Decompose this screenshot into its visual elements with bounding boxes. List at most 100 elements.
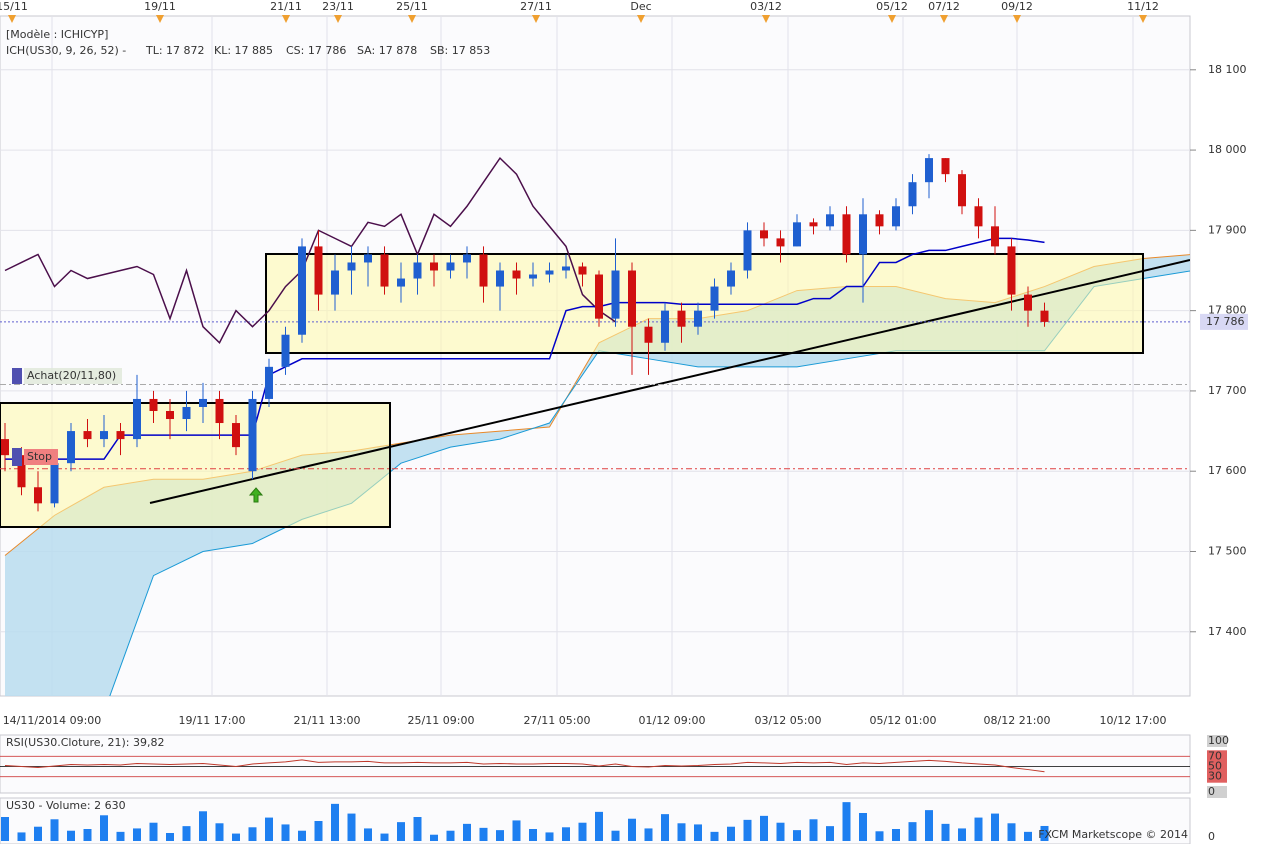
- volume-bar: [380, 833, 389, 841]
- volume-tick-label: 0: [1208, 830, 1215, 843]
- volume-bar: [100, 815, 108, 841]
- rsi-tick-bg: [1207, 750, 1227, 763]
- candle-body: [743, 230, 752, 271]
- date-marker: [532, 15, 540, 23]
- top-date-label: 07/12: [928, 0, 960, 13]
- volume-bar: [479, 827, 488, 841]
- candle-body: [1040, 310, 1049, 322]
- date-marker: [156, 15, 164, 23]
- volume-bar: [17, 832, 26, 841]
- candle-body: [760, 230, 768, 239]
- candle-body: [644, 326, 653, 343]
- date-marker: [334, 15, 342, 23]
- volume-bar: [463, 823, 471, 841]
- volume-bar: [1024, 831, 1032, 841]
- candle-body: [215, 398, 224, 424]
- candle-body: [17, 455, 26, 488]
- volume-bar: [248, 827, 257, 841]
- candle-body: [826, 214, 834, 227]
- candle-body: [628, 270, 636, 327]
- volume-bar: [347, 813, 356, 841]
- volume-bar: [809, 819, 818, 841]
- rsi-tick-label: 70: [1208, 749, 1222, 762]
- candle-body: [562, 266, 570, 271]
- volume-bar: [529, 829, 537, 841]
- x-tick-label: 21/11 13:00: [294, 714, 361, 727]
- candle-body: [578, 266, 587, 275]
- candle-body: [298, 246, 306, 335]
- x-tick-label: 05/12 01:00: [870, 714, 937, 727]
- date-marker: [282, 15, 290, 23]
- last-price-label: 17 786: [1206, 315, 1245, 328]
- candle-body: [149, 398, 158, 411]
- top-date-label: 05/12: [876, 0, 908, 13]
- volume-bar: [83, 829, 92, 841]
- volume-bar: [760, 815, 768, 841]
- volume-bar: [133, 828, 141, 841]
- rsi-tick-label: 0: [1208, 785, 1215, 798]
- volume-bar: [842, 802, 851, 841]
- x-tick-label: 03/12 05:00: [755, 714, 822, 727]
- candle-body: [83, 431, 92, 440]
- volume-bar: [512, 820, 521, 841]
- candle-body: [265, 366, 273, 399]
- legend-entry: TL: 17 872: [145, 44, 205, 57]
- y-tick-label: 17 700: [1208, 384, 1247, 397]
- rsi-tick-bg: [1207, 735, 1227, 747]
- volume-bar: [661, 814, 669, 841]
- candle-body: [1007, 246, 1016, 295]
- volume-bar: [430, 834, 438, 841]
- candle-body: [166, 410, 174, 420]
- candle-body: [248, 398, 257, 472]
- candle-body: [413, 262, 422, 279]
- volume-label: US30 - Volume: 2 630: [6, 799, 126, 812]
- candle-body: [314, 246, 323, 295]
- date-marker: [8, 15, 16, 23]
- candle-body: [182, 406, 191, 420]
- volume-bar: [50, 819, 59, 841]
- candle-body: [50, 463, 59, 504]
- footer: FXCM Marketscope © 2014: [1038, 828, 1188, 841]
- volume-bar: [67, 830, 75, 841]
- candle-body: [116, 431, 125, 440]
- volume-bar: [1040, 825, 1049, 841]
- top-date-label: 27/11: [520, 0, 552, 13]
- trend-line: [149, 259, 1190, 504]
- volume-bar: [628, 818, 636, 841]
- candle-body: [446, 262, 455, 271]
- candle-body: [364, 254, 372, 263]
- top-date-label: 03/12: [750, 0, 782, 13]
- volume-bar: [644, 828, 653, 841]
- volume-bar: [991, 813, 999, 841]
- y-tick-label: 17 500: [1208, 544, 1247, 557]
- rsi-tick-label: 100: [1208, 734, 1229, 747]
- volume-bar: [677, 823, 686, 841]
- volume-bar: [281, 824, 290, 841]
- volume-bar: [974, 817, 983, 841]
- candle-body: [941, 158, 950, 175]
- volume-bar: [149, 822, 158, 841]
- candle-body: [809, 222, 818, 227]
- y-tick-label: 18 100: [1208, 63, 1247, 76]
- candle-body: [397, 278, 405, 287]
- candle-body: [925, 158, 933, 183]
- kijun-line: [5, 237, 1045, 460]
- rsi-tick-bg: [1207, 770, 1227, 783]
- legend-entry: SB: 17 853: [430, 44, 490, 57]
- candle-body: [281, 334, 290, 367]
- candle-body: [331, 270, 339, 295]
- candle-body: [512, 270, 521, 279]
- rsi-line: [4, 759, 1045, 773]
- candle-body: [430, 262, 438, 271]
- y-tick-label: 17 400: [1208, 625, 1247, 638]
- volume-bar: [776, 822, 785, 841]
- volume-bar: [958, 828, 966, 841]
- x-tick-label: 01/12 09:00: [639, 714, 706, 727]
- annotation-label: Achat(20/11,80): [27, 369, 116, 382]
- candle-body: [776, 238, 785, 247]
- top-date-label: 19/11: [144, 0, 176, 13]
- candle-body: [479, 254, 488, 287]
- volume-bar: [793, 830, 801, 841]
- volume-bar: [611, 830, 620, 841]
